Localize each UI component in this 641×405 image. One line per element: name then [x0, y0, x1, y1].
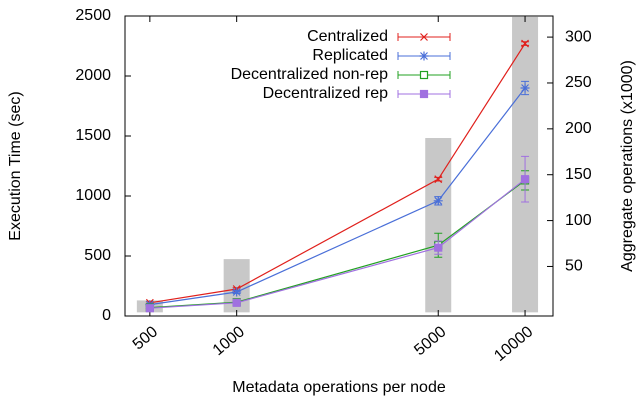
legend-marker — [420, 33, 428, 41]
marker-shape — [434, 243, 443, 252]
marker-shape — [232, 298, 241, 307]
data-point — [520, 175, 530, 184]
x-tick-label: 10000 — [491, 323, 536, 365]
legend-marker — [419, 51, 429, 61]
x-tick-label: 5000 — [411, 323, 449, 359]
x-tick-label: 500 — [130, 323, 161, 353]
y-tick-label: 2000 — [75, 67, 111, 84]
marker-shape — [232, 287, 242, 297]
y-tick-label: 1500 — [75, 127, 111, 144]
x-axis-label: Metadata operations per node — [232, 379, 446, 396]
y2-tick-label: 250 — [565, 74, 592, 91]
series-line — [149, 178, 526, 309]
marker-shape — [434, 175, 443, 184]
data-point — [434, 175, 443, 184]
data-point — [232, 287, 242, 297]
data-point — [434, 243, 443, 252]
series-line — [149, 43, 526, 304]
y2-tick-label: 150 — [565, 166, 592, 183]
y2-tick-label: 300 — [565, 28, 592, 45]
y-tick-label: 2500 — [75, 7, 111, 24]
marker-shape — [419, 51, 429, 61]
y-tick-label: 1000 — [75, 187, 111, 204]
marker-shape — [520, 83, 530, 93]
y2-tick-label: 200 — [565, 120, 592, 137]
legend-label: Decentralized non-rep — [231, 66, 389, 83]
y-tick-label: 500 — [84, 247, 111, 264]
legend-marker — [419, 70, 429, 80]
data-point — [521, 39, 529, 48]
legend-label: Replicated — [312, 47, 388, 64]
marker-shape — [520, 175, 530, 184]
data-point — [145, 304, 154, 313]
marker-shape — [419, 70, 429, 80]
x-tick-label: 1000 — [210, 323, 248, 359]
y-tick-label: 0 — [102, 307, 111, 324]
y2-tick-label: 50 — [565, 258, 583, 275]
legend-marker — [419, 89, 429, 99]
y2-tick-label: 100 — [565, 212, 592, 229]
marker-shape — [521, 39, 529, 48]
data-point — [232, 298, 241, 307]
marker-shape — [433, 196, 443, 206]
y2-axis-label: Aggregate operations (x1000) — [619, 60, 636, 272]
y-axis-label: Execution Time (sec) — [7, 91, 24, 240]
legend-label: Centralized — [307, 28, 388, 45]
data-point — [520, 83, 530, 93]
series-line — [149, 87, 526, 306]
marker-shape — [419, 89, 429, 99]
legend-label: Decentralized rep — [263, 85, 389, 102]
data-point — [433, 196, 443, 206]
marker-shape — [145, 304, 154, 313]
series-line — [149, 179, 526, 309]
plot-frame — [124, 15, 554, 317]
marker-shape — [420, 33, 428, 41]
bar — [425, 138, 452, 313]
